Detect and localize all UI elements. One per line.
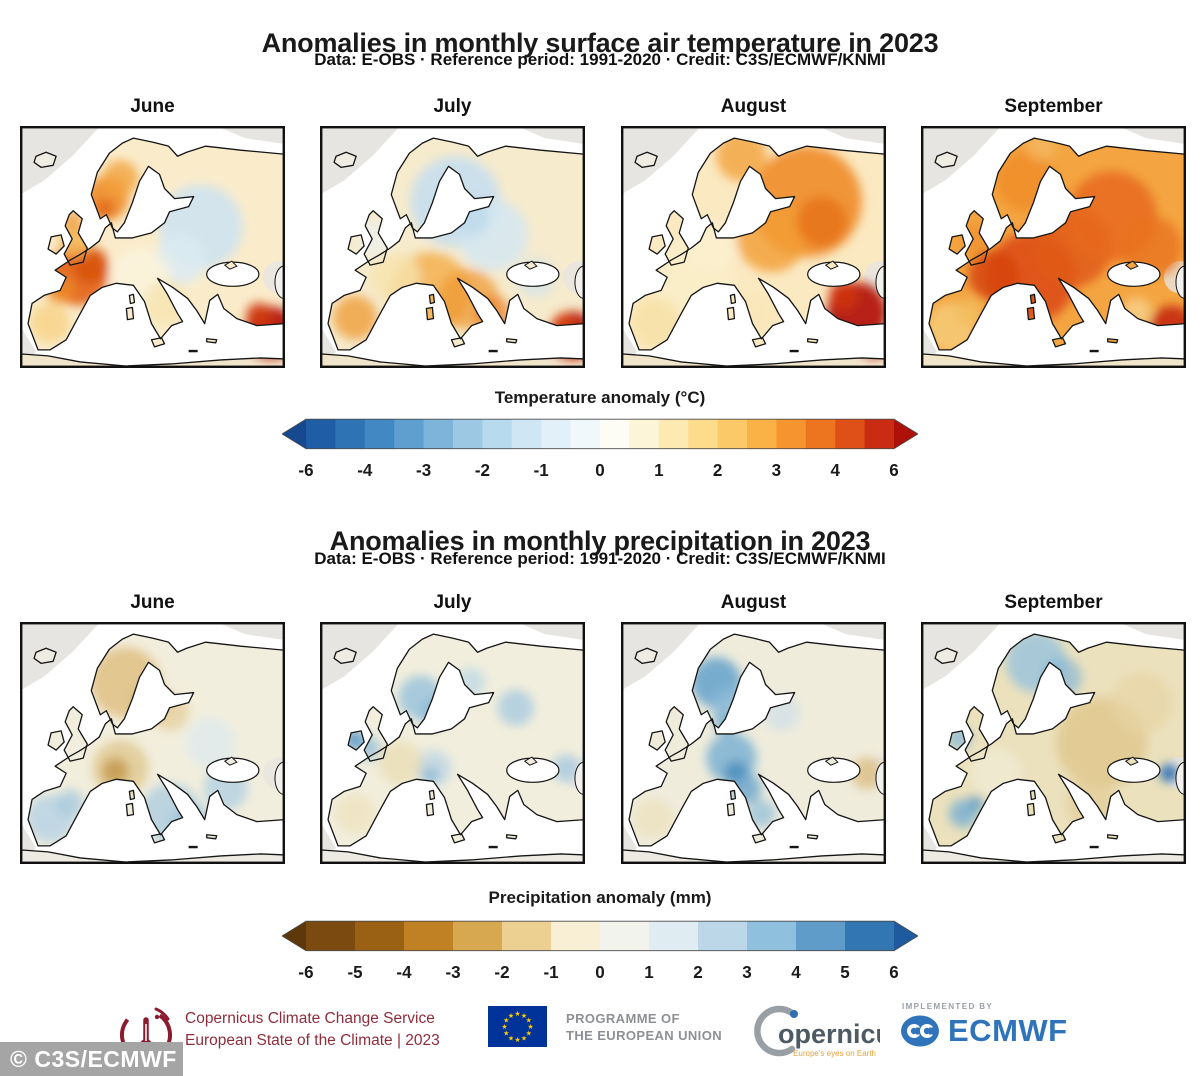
colorbar-tick: 4 [791, 962, 801, 983]
month-label-september: September [1004, 592, 1103, 613]
temperature-subtitle: Data: E-OBS · Reference period: 1991-202… [314, 50, 886, 69]
map-june-precipitation [20, 622, 285, 864]
eu-flag-icon: ★ ★★★★★★★★★★★ [488, 1006, 547, 1047]
svg-text:★: ★ [508, 1034, 514, 1042]
ecmwf-wordmark: ECMWF [948, 1013, 1068, 1048]
colorbar-tick: 1 [644, 962, 654, 983]
map-september-precipitation [921, 622, 1186, 864]
colorbar-tick: 3 [772, 460, 782, 481]
month-label-august: August [720, 96, 787, 117]
svg-text:opernicus: opernicus [778, 1019, 880, 1049]
copyright-watermark: © C3S/ECMWF [0, 1042, 183, 1076]
map-july-temperature [320, 126, 585, 368]
colorbar-tick: -4 [396, 962, 411, 983]
svg-text:★: ★ [526, 1017, 532, 1025]
c3s-line2: European State of the Climate | 2023 [185, 1032, 440, 1050]
temperature-colorbar-label: Temperature anomaly (°C) [494, 388, 706, 407]
colorbar-tick: -1 [534, 460, 549, 481]
colorbar-tick: 6 [889, 460, 899, 481]
colorbar-tick: 0 [595, 962, 604, 983]
colorbar-tick: 1 [654, 460, 664, 481]
map-september-temperature [921, 126, 1186, 368]
colorbar-tick: -6 [298, 962, 313, 983]
map-august-temperature [621, 126, 886, 368]
colorbar-tick: -2 [494, 962, 509, 983]
svg-text:★: ★ [521, 1012, 527, 1020]
svg-text:★: ★ [514, 1036, 520, 1044]
colorbar-tick: 4 [830, 460, 840, 481]
svg-text:Europe's eyes on Earth: Europe's eyes on Earth [793, 1049, 876, 1058]
colorbar-tick: -3 [416, 460, 431, 481]
c3s-text: Copernicus Climate Change Service Europe… [185, 1008, 440, 1053]
svg-text:★: ★ [526, 1030, 532, 1038]
svg-text:★: ★ [527, 1023, 533, 1031]
colorbar-tick: 2 [693, 962, 702, 983]
precipitation-title: Anomalies in monthly precipitation in 20… [329, 526, 871, 557]
svg-text:★: ★ [508, 1012, 514, 1020]
eu-line2: THE EUROPEAN UNION [566, 1027, 722, 1043]
colorbar-tick: 2 [713, 460, 722, 481]
colorbar-tick: -3 [445, 962, 460, 983]
copernicus-logo-icon: opernicus Europe's eyes on Earth [754, 1005, 880, 1058]
month-label-july: July [433, 592, 472, 613]
colorbar-tick: -2 [475, 460, 490, 481]
c3s-line1: Copernicus Climate Change Service [185, 1010, 435, 1027]
month-label-september: September [1004, 96, 1103, 117]
colorbar-tick: -6 [298, 460, 313, 481]
colorbar-tick: -5 [347, 962, 362, 983]
colorbar-tick: 5 [840, 962, 850, 983]
precipitation-colorbar: -6 -5 -4 -3 -2 -1 0 1 2 3 4 5 6 [282, 917, 918, 997]
colorbar-tick: -1 [543, 962, 558, 983]
eu-line1: PROGRAMME OF [566, 1011, 680, 1026]
svg-text:★: ★ [503, 1017, 509, 1025]
colorbar-tick: 3 [742, 962, 752, 983]
svg-text:★: ★ [503, 1030, 509, 1038]
temperature-colorbar: -6 -4 -3 -2 -1 0 1 2 3 4 6 [282, 415, 918, 495]
map-august-precipitation [621, 622, 886, 864]
svg-text:★: ★ [501, 1023, 507, 1031]
month-label-june: June [130, 592, 175, 613]
map-july-precipitation [320, 622, 585, 864]
ecmwf-block: IMPLEMENTED BY ECMWF [900, 1002, 1100, 1062]
map-june-temperature [20, 126, 285, 368]
colorbar-tick: 6 [889, 962, 899, 983]
svg-text:★: ★ [514, 1010, 520, 1018]
month-label-june: June [130, 96, 175, 117]
ecmwf-implemented-by: IMPLEMENTED BY [902, 1002, 994, 1011]
eu-programme-text: PROGRAMME OF THE EUROPEAN UNION [566, 1011, 722, 1045]
month-label-july: July [433, 96, 472, 117]
svg-text:★: ★ [521, 1034, 527, 1042]
ecmwf-logo-icon [901, 1015, 939, 1047]
temperature-title: Anomalies in monthly surface air tempera… [261, 28, 939, 59]
colorbar-tick: 0 [595, 460, 604, 481]
precipitation-subtitle: Data: E-OBS · Reference period: 1991-202… [314, 549, 886, 568]
month-label-august: August [720, 592, 787, 613]
precipitation-colorbar-label: Precipitation anomaly (mm) [488, 888, 712, 907]
colorbar-tick: -4 [357, 460, 372, 481]
